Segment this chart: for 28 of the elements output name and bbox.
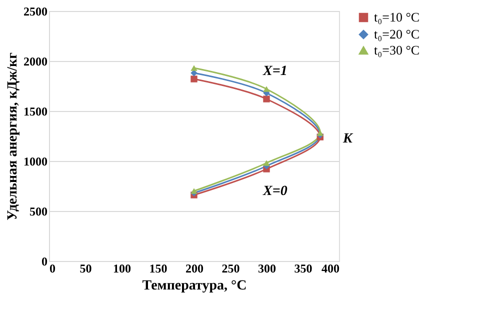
x-tick-label: 100 (113, 262, 131, 276)
y-tick-label: 1000 (24, 154, 48, 168)
x-tick-label: 200 (186, 262, 204, 276)
y-tick-label: 500 (30, 204, 48, 218)
x-tick-label: 50 (80, 262, 92, 276)
y-axis-title: Удельная анергия, кДж/кг (6, 52, 20, 220)
y-tick-label: 1500 (24, 104, 48, 118)
legend-label: t₀=10 °C (374, 10, 420, 24)
point (263, 96, 270, 102)
point (263, 86, 270, 92)
legend-label: t₀=30 °C (374, 42, 420, 58)
point (190, 65, 198, 71)
x-tick-label: 250 (222, 262, 240, 276)
y-tick-label: 2500 (24, 4, 48, 18)
annotation: X=1 (262, 64, 288, 79)
x-tick-label: 350 (294, 262, 312, 276)
legend-label: t₀=20 °C (374, 26, 420, 42)
point (190, 76, 198, 82)
x-tick-label: 400 (322, 262, 340, 276)
point (316, 130, 324, 136)
y-tick-label: 2000 (24, 54, 48, 68)
x-tick-label: 150 (149, 262, 168, 276)
point (190, 188, 198, 194)
point (263, 160, 270, 166)
x-tick-label: 300 (258, 262, 276, 276)
annotation: X=0 (262, 184, 288, 199)
text: K (342, 132, 354, 146)
x-axis-title: Температура, °C (142, 278, 247, 294)
